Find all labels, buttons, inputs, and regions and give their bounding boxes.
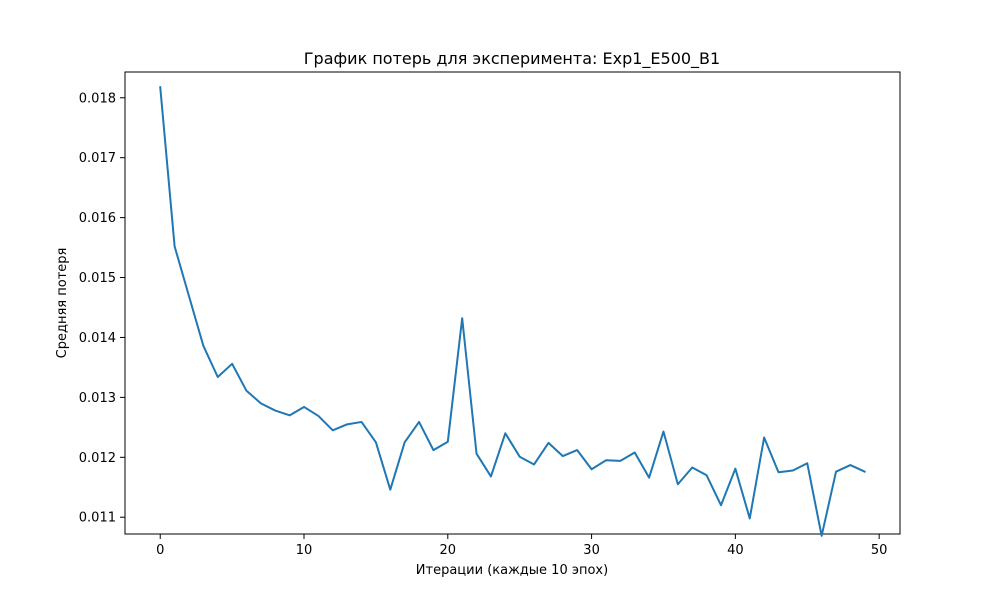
y-tick-label: 0.016 <box>79 211 116 226</box>
chart-title: График потерь для эксперимента: Exp1_E50… <box>304 49 720 69</box>
x-axis: 0 10 20 30 40 50 <box>156 534 887 558</box>
plot-area <box>124 71 901 535</box>
x-tick-label: 10 <box>296 543 313 558</box>
y-tick-label: 0.018 <box>79 91 116 106</box>
y-tick-label: 0.011 <box>79 511 116 526</box>
series-line <box>159 85 866 537</box>
y-axis: 0.011 0.012 0.013 0.014 0.015 0.016 0.017 0.018 <box>79 91 125 526</box>
x-tick-label: 20 <box>440 543 457 558</box>
x-tick-label: 40 <box>727 543 744 558</box>
y-axis-label: Средняя потеря <box>55 248 70 359</box>
y-tick-label: 0.017 <box>79 151 116 166</box>
y-tick-label: 0.015 <box>79 271 116 286</box>
y-tick-label: 0.013 <box>79 391 116 406</box>
x-tick-label: 0 <box>156 543 164 558</box>
series-layer <box>159 85 866 537</box>
x-tick-label: 30 <box>583 543 600 558</box>
x-tick-label: 50 <box>871 543 888 558</box>
x-axis-label: Итерации (каждые 10 эпох) <box>416 563 608 578</box>
y-tick-label: 0.014 <box>79 331 116 346</box>
y-tick-label: 0.012 <box>79 451 116 466</box>
